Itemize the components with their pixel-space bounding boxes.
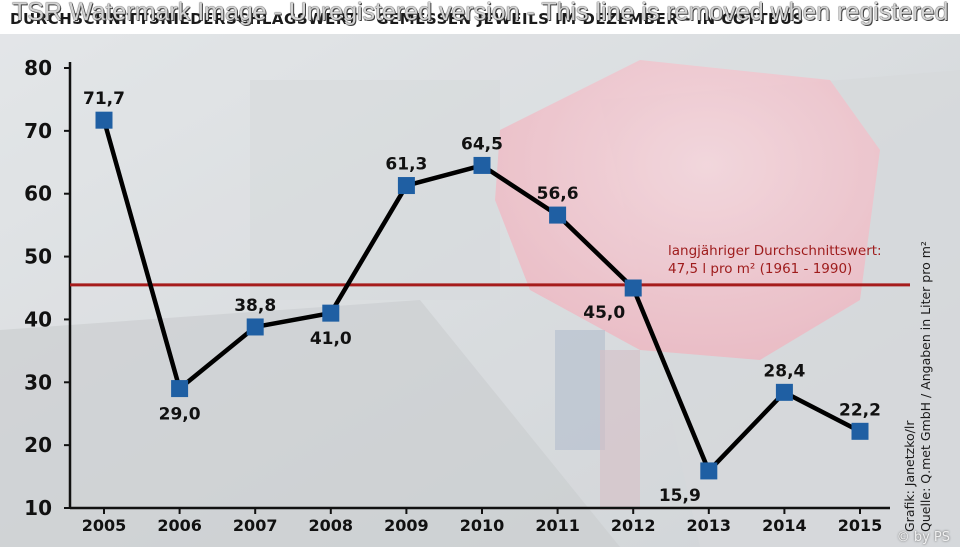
x-tick-label: 2007 (233, 516, 278, 535)
data-point-marker (95, 111, 113, 129)
x-tick-label: 2013 (687, 516, 732, 535)
data-label: 41,0 (310, 329, 352, 349)
x-tick-label: 2011 (535, 516, 580, 535)
x-tick-label: 2005 (82, 516, 127, 535)
data-label: 38,8 (234, 296, 276, 316)
y-tick-label: 40 (24, 307, 52, 331)
copyright-notice: © by PS (896, 530, 950, 545)
x-tick-label: 2012 (611, 516, 656, 535)
credit-line-1: Grafik: Janetzko/lr (902, 420, 917, 532)
data-point-marker (851, 422, 869, 440)
reference-line-label-1: langjähriger Durchschnittswert: (668, 243, 882, 259)
y-tick-label: 80 (24, 56, 52, 80)
data-point-marker (246, 318, 264, 336)
credit-line-2: Quelle: Q.met GmbH / Angaben in Liter pr… (918, 241, 933, 532)
data-point-marker (549, 206, 567, 224)
y-tick-label: 30 (24, 370, 52, 394)
y-tick-label: 20 (24, 433, 52, 457)
data-point-marker (397, 177, 415, 195)
data-label: 22,2 (839, 400, 881, 420)
data-point-marker (624, 279, 642, 297)
data-point-marker (775, 383, 793, 401)
x-tick-label: 2008 (309, 516, 354, 535)
x-tick-label: 2010 (460, 516, 505, 535)
y-tick-label: 50 (24, 245, 52, 269)
reference-line-label-2: 47,5 l pro m² (1961 - 1990) (668, 261, 853, 277)
x-tick-label: 2006 (157, 516, 202, 535)
data-point-marker (171, 380, 189, 398)
x-tick-label: 2014 (762, 516, 807, 535)
source-credits: Grafik: Janetzko/lr Quelle: Q.met GmbH /… (902, 192, 934, 532)
reference-line-label: langjähriger Durchschnittswert: 47,5 l p… (668, 242, 882, 278)
data-label: 71,7 (83, 89, 125, 109)
chart-title: DURCHSCHNITTSNIEDERSCHLAGSWERT - GEMESSE… (10, 10, 804, 28)
y-tick-label: 70 (24, 119, 52, 143)
watermark-text: TSR Watermark Image - Unregistered versi… (12, 0, 949, 26)
x-tick-label: 2009 (384, 516, 429, 535)
y-tick-label: 10 (24, 496, 52, 520)
data-label: 64,5 (461, 134, 503, 154)
header-bar: DURCHSCHNITTSNIEDERSCHLAGSWERT - GEMESSE… (0, 0, 960, 34)
y-tick-label: 60 (24, 182, 52, 206)
data-label: 56,6 (537, 184, 579, 204)
data-label: 29,0 (159, 405, 201, 425)
data-label: 45,0 (583, 303, 625, 323)
data-point-marker (700, 462, 718, 480)
data-point-marker (322, 304, 340, 322)
data-label: 28,4 (763, 361, 805, 381)
data-label: 15,9 (659, 486, 701, 506)
data-point-marker (473, 156, 491, 174)
x-tick-label: 2015 (838, 516, 883, 535)
data-label: 61,3 (385, 155, 427, 175)
